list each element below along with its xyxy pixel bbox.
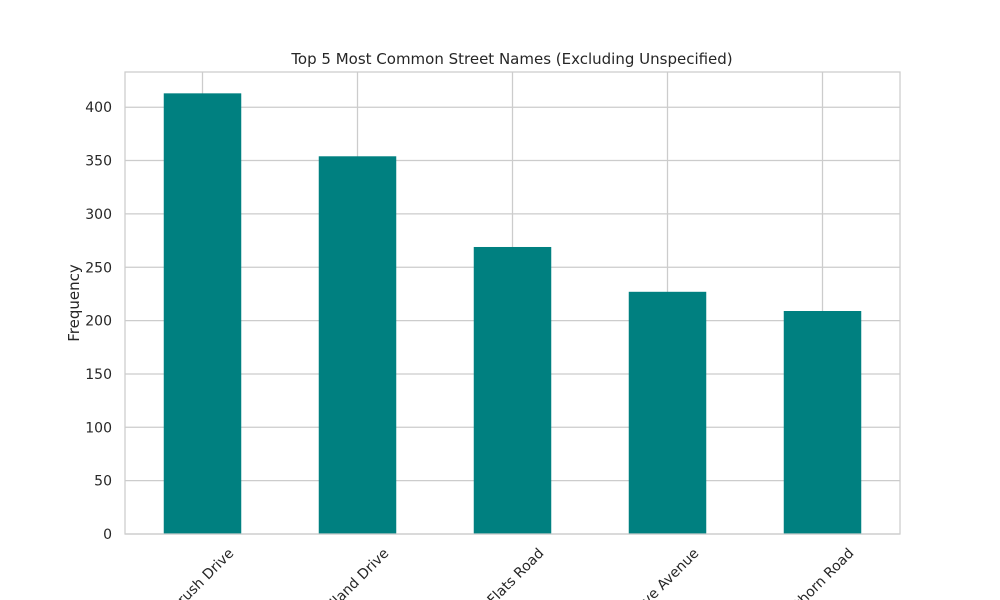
y-tick-label: 200 [85,314,112,330]
bar [473,246,552,535]
x-tick-label: ve Avenue [639,546,702,600]
y-tick-label: 400 [85,100,112,116]
y-tick-labels: 0 50 100 150 200 250 300 350 400 [85,100,112,543]
bar [628,291,707,534]
bar [783,311,862,534]
y-tick-label: 0 [103,527,112,543]
y-tick-label: 150 [85,367,112,383]
x-tick-labels: rush Drive dland Drive Flats Road ve Avenue… [175,546,858,600]
y-tick-label: 50 [94,474,112,490]
y-axis-label: Frequency [65,264,83,342]
plot-frame [124,71,901,535]
bar [163,93,242,535]
y-tick-label: 350 [85,154,112,170]
x-tick-label: rush Drive [175,546,238,600]
bar [318,156,397,534]
x-tick-label: dland Drive [324,546,393,600]
y-tick-label: 300 [85,207,112,223]
chart-title: Top 5 Most Common Street Names (Excludin… [290,50,732,68]
bars [163,93,862,535]
y-tick-label: 250 [85,260,112,276]
x-tick-label: Flats Road [484,546,547,600]
x-tick-label: thorn Road [792,546,858,600]
y-tick-label: 100 [85,420,112,436]
